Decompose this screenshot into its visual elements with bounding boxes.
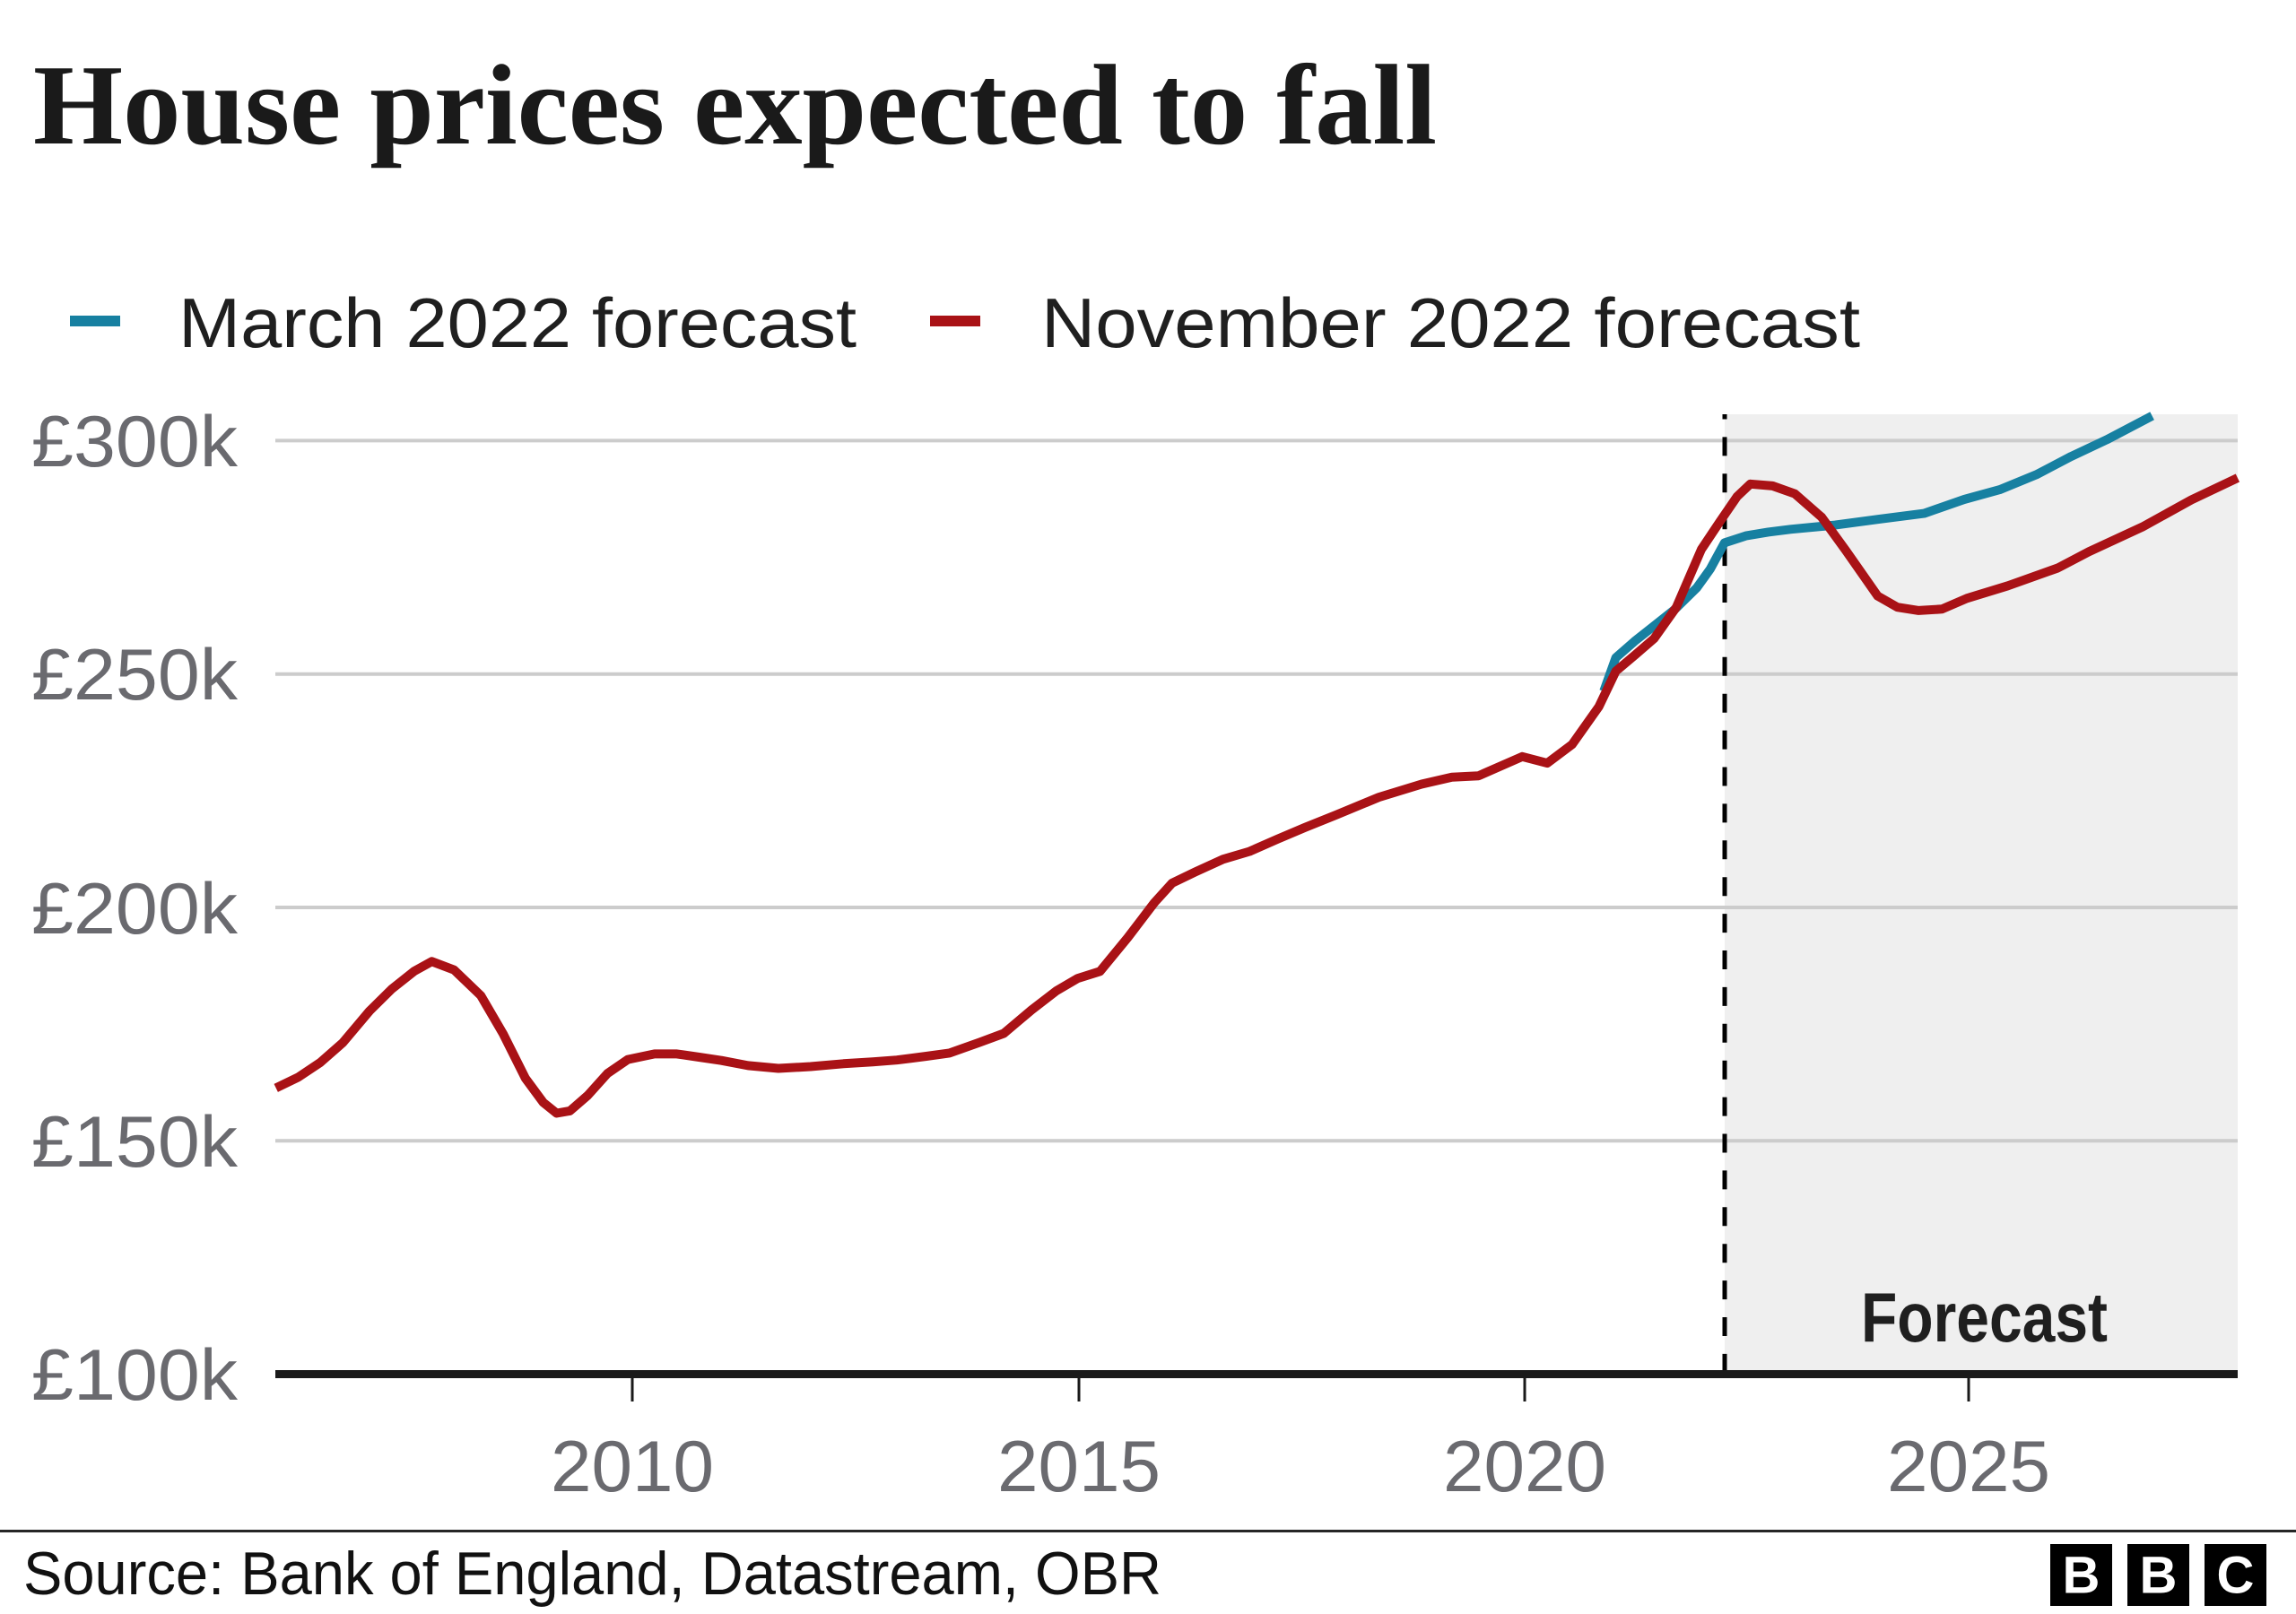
svg-text:£250k: £250k — [31, 635, 239, 716]
svg-text:B: B — [2140, 1547, 2178, 1605]
svg-text:March 2022 forecast: March 2022 forecast — [178, 283, 857, 362]
svg-text:2025: 2025 — [1887, 1427, 2050, 1507]
svg-text:November 2022 forecast: November 2022 forecast — [1041, 283, 1860, 362]
svg-text:C: C — [2217, 1547, 2255, 1605]
svg-text:2020: 2020 — [1443, 1427, 1606, 1507]
svg-text:Source: Bank of England, Datas: Source: Bank of England, Datastream, OBR — [23, 1540, 1161, 1608]
svg-text:£100k: £100k — [31, 1335, 239, 1416]
svg-text:2010: 2010 — [551, 1427, 714, 1507]
svg-text:£300k: £300k — [31, 402, 239, 482]
svg-text:£200k: £200k — [31, 869, 239, 950]
svg-text:£150k: £150k — [31, 1102, 239, 1183]
svg-text:B: B — [2063, 1547, 2100, 1605]
svg-text:Forecast: Forecast — [1861, 1278, 2108, 1357]
svg-text:House prices expected to fall: House prices expected to fall — [33, 41, 1437, 169]
svg-text:2015: 2015 — [997, 1427, 1161, 1507]
